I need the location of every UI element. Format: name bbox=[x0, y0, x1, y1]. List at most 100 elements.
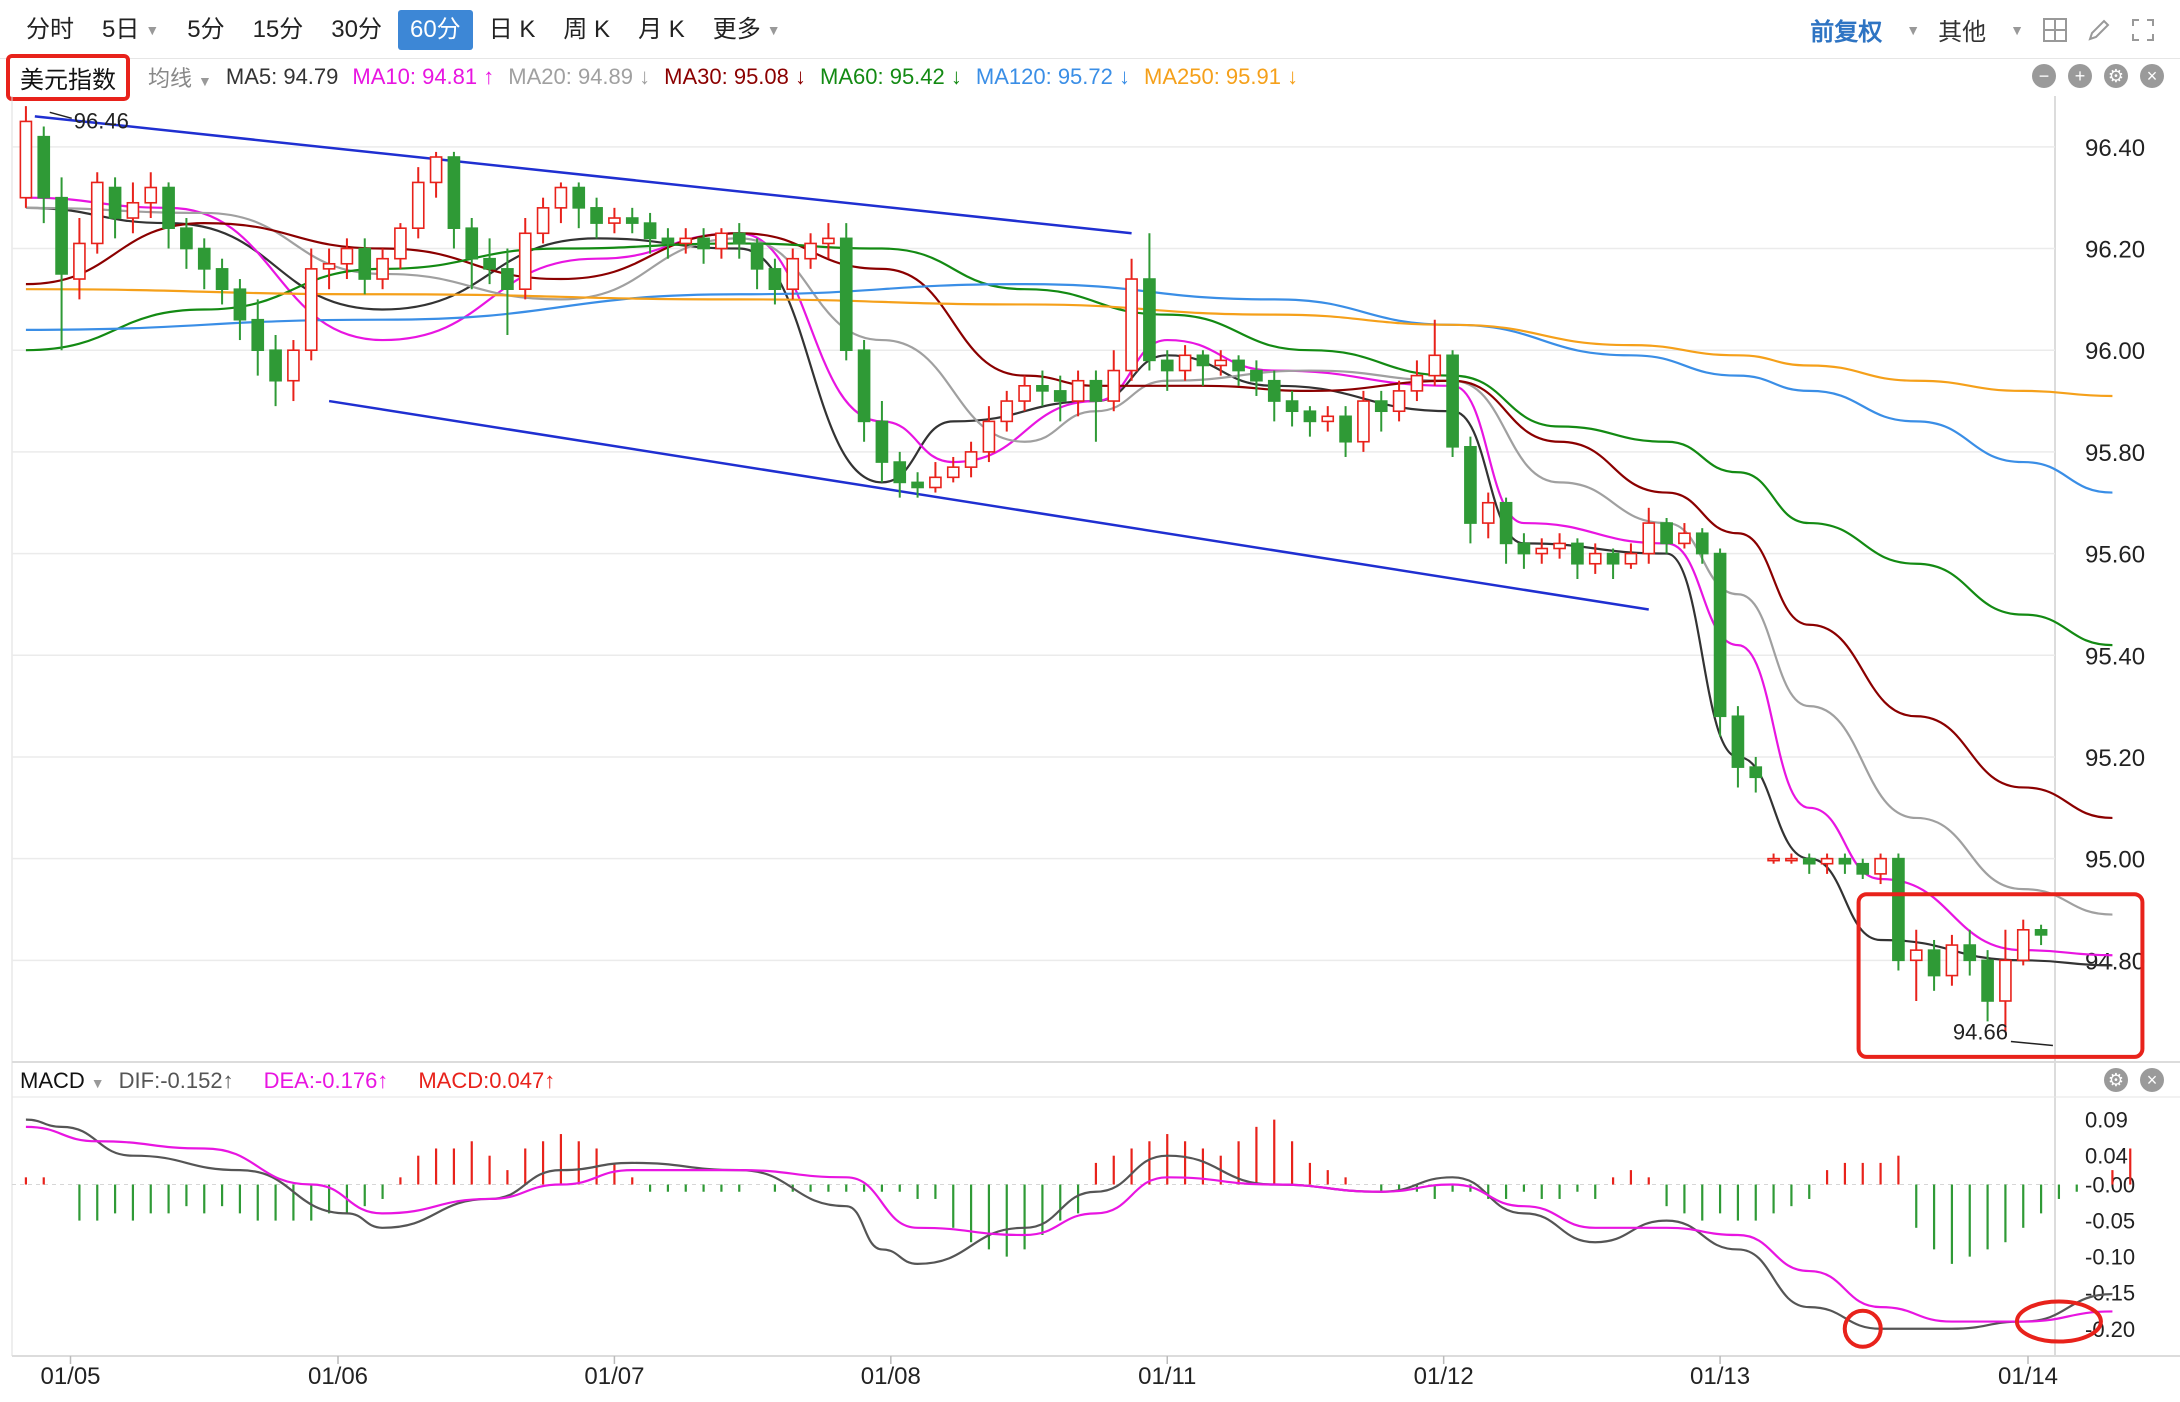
draw-pen-icon[interactable] bbox=[2086, 17, 2112, 43]
chevron-down-icon: ▼ bbox=[2010, 21, 2024, 38]
candle bbox=[501, 248, 514, 335]
candle-body bbox=[394, 227, 407, 260]
candle bbox=[73, 218, 86, 300]
candle-body bbox=[1695, 532, 1709, 555]
candle-body bbox=[55, 196, 68, 275]
tab-label: 5分 bbox=[187, 16, 225, 43]
time-tick-label: 01/05 bbox=[40, 1363, 100, 1390]
tab-1[interactable]: 5日 ▼ bbox=[90, 10, 171, 50]
candle-body bbox=[1250, 369, 1263, 382]
candle bbox=[180, 218, 193, 269]
tab-7[interactable]: 周 K bbox=[551, 10, 622, 50]
candle-body bbox=[1802, 857, 1816, 865]
candle bbox=[126, 182, 140, 234]
time-tick-label: 01/14 bbox=[1998, 1363, 2058, 1390]
candle bbox=[19, 106, 33, 208]
tab-8[interactable]: 月 K bbox=[626, 10, 697, 50]
tab-0[interactable]: 分时 bbox=[14, 10, 86, 50]
gear-icon[interactable]: ⚙ bbox=[2104, 1068, 2128, 1092]
candle bbox=[1571, 538, 1584, 579]
candles bbox=[19, 106, 2048, 1032]
candle-body bbox=[750, 242, 764, 270]
ma-legend-item: MA30: 95.08 ↓ bbox=[664, 64, 807, 89]
tab-9[interactable]: 更多 ▼ bbox=[701, 10, 793, 50]
minimize-icon[interactable]: − bbox=[2032, 64, 2056, 88]
candle-body bbox=[215, 268, 229, 291]
candle-body bbox=[340, 247, 354, 265]
close-icon[interactable]: × bbox=[2140, 1068, 2164, 1092]
candle bbox=[1357, 390, 1370, 452]
candle-body bbox=[1713, 552, 1727, 718]
tab-5[interactable]: 60分 bbox=[397, 10, 473, 50]
candle bbox=[1767, 853, 1780, 864]
macd-panel: 0.09 0.04 -0.00 -0.05 -0.10 -0.15 -0.20 bbox=[12, 1108, 2135, 1349]
candle-body bbox=[447, 156, 461, 229]
candle bbox=[1963, 929, 1977, 976]
tab-2[interactable]: 5分 bbox=[175, 10, 236, 50]
chevron-down-icon: ▼ bbox=[766, 22, 781, 38]
highlight-circle bbox=[1842, 1308, 1883, 1349]
tab-label: 30分 bbox=[331, 16, 382, 43]
tab-4[interactable]: 30分 bbox=[319, 10, 394, 50]
candle bbox=[1553, 533, 1566, 559]
candle-body bbox=[554, 186, 568, 209]
tab-3[interactable]: 15分 bbox=[241, 10, 316, 50]
time-tick-label: 01/06 bbox=[308, 1363, 368, 1390]
ma-legend-bar: 美元指数 均线 ▼ MA5: 94.79 MA10: 94.81 ↑ MA20: 94… bbox=[0, 53, 2180, 101]
candle bbox=[1838, 853, 1852, 874]
close-icon[interactable]: × bbox=[2140, 64, 2164, 88]
candle bbox=[1178, 345, 1192, 381]
ma-legend-item: MA120: 95.72 ↓ bbox=[975, 64, 1130, 89]
toolbar-right: 前复权 ▼ 其他 ▼ bbox=[1810, 12, 2156, 47]
price-tick-label: 95.20 bbox=[2085, 745, 2145, 772]
instrument-name[interactable]: 美元指数 bbox=[6, 53, 130, 101]
candle-body bbox=[1374, 400, 1388, 413]
candle-body bbox=[2016, 929, 2030, 962]
ma-line-ma30 bbox=[25, 222, 2113, 820]
grid-layout-icon[interactable] bbox=[2042, 17, 2068, 43]
candle-body bbox=[376, 257, 389, 280]
candle bbox=[483, 238, 496, 285]
candle-body bbox=[1945, 944, 1959, 977]
macd-indicator-dropdown[interactable]: MACD ▼ bbox=[20, 1068, 105, 1093]
candle bbox=[1802, 853, 1816, 874]
candle-body bbox=[1392, 390, 1406, 413]
candle bbox=[322, 248, 336, 290]
candle-body bbox=[2034, 929, 2048, 936]
candle bbox=[1874, 853, 1887, 885]
candle-body bbox=[251, 318, 265, 352]
adjust-dropdown[interactable]: 前复权 bbox=[1810, 19, 1883, 46]
candle-body bbox=[1000, 400, 1014, 423]
candle-body bbox=[1963, 944, 1977, 962]
candle bbox=[786, 248, 800, 300]
ma-type-dropdown[interactable]: 均线 ▼ bbox=[148, 66, 212, 91]
candle-body bbox=[304, 268, 318, 352]
fullscreen-icon[interactable] bbox=[2130, 17, 2156, 43]
candle-body bbox=[37, 135, 51, 199]
candle bbox=[911, 472, 924, 498]
candle-body bbox=[1981, 959, 1994, 1002]
candle bbox=[1856, 858, 1870, 879]
time-tick-label: 01/08 bbox=[861, 1363, 921, 1390]
candle-body bbox=[1588, 552, 1602, 565]
tab-6[interactable]: 日 K bbox=[477, 10, 548, 50]
candle bbox=[822, 223, 835, 259]
candle-body bbox=[1606, 552, 1620, 565]
other-dropdown[interactable]: 其他 bbox=[1938, 19, 1987, 46]
candle bbox=[1392, 380, 1406, 422]
candle-body bbox=[1553, 542, 1566, 550]
add-icon[interactable]: + bbox=[2068, 64, 2092, 88]
candle bbox=[1892, 853, 1905, 971]
ma-legend: MA5: 94.79 MA10: 94.81 ↑ MA20: 94.89 ↓ MA30… bbox=[212, 64, 1298, 90]
candle bbox=[1125, 258, 1138, 381]
candle bbox=[411, 167, 425, 239]
candle-body bbox=[162, 186, 175, 229]
main-panel-controls: − + ⚙ × bbox=[2032, 64, 2164, 88]
candle bbox=[1749, 756, 1763, 793]
candle-body bbox=[358, 247, 372, 280]
max-price-label: 96.46 bbox=[74, 108, 129, 133]
candle-body bbox=[197, 247, 211, 270]
candle bbox=[1071, 370, 1085, 417]
gear-icon[interactable]: ⚙ bbox=[2104, 64, 2128, 88]
